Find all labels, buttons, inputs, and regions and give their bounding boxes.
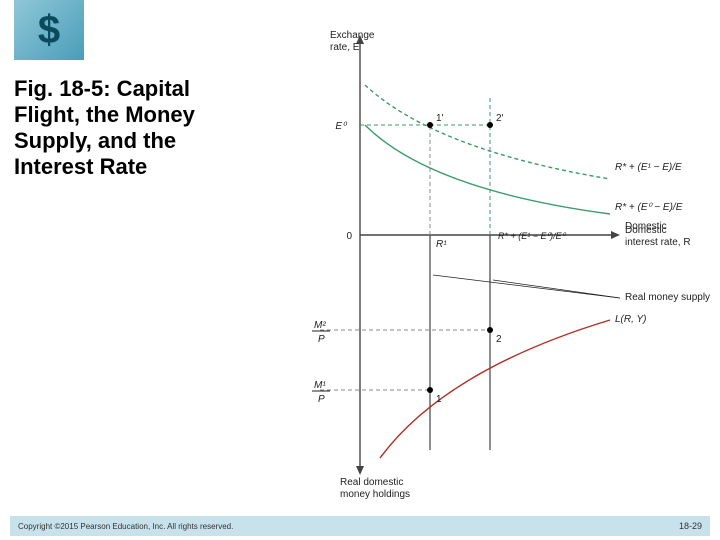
- figure-title: Fig. 18-5: Capital Flight, the Money Sup…: [14, 76, 244, 180]
- svg-text:R¹: R¹: [436, 239, 447, 250]
- svg-text:E⁰: E⁰: [335, 121, 348, 132]
- svg-text:P: P: [318, 334, 325, 345]
- svg-text:R* + (E⁰ − E)/E: R* + (E⁰ − E)/E: [615, 202, 683, 213]
- svg-text:1': 1': [436, 113, 444, 124]
- chart-svg: Exchangerate, EDomesticDomesticinterest …: [270, 20, 710, 500]
- svg-text:R* + (E¹ − E)/E: R* + (E¹ − E)/E: [615, 162, 682, 173]
- svg-text:money holdings: money holdings: [340, 489, 410, 500]
- svg-text:2': 2': [496, 113, 504, 124]
- svg-text:Exchange: Exchange: [330, 30, 375, 41]
- svg-text:Real domestic: Real domestic: [340, 477, 403, 488]
- svg-text:P: P: [318, 394, 325, 405]
- figure-title-text: Fig. 18-5: Capital Flight, the Money Sup…: [14, 76, 195, 179]
- svg-text:M²: M²: [314, 320, 326, 331]
- svg-text:rate, E: rate, E: [330, 42, 360, 53]
- svg-text:1: 1: [436, 394, 442, 405]
- svg-text:L(R, Y): L(R, Y): [615, 314, 647, 325]
- brand-logo: $: [14, 0, 84, 60]
- svg-text:0: 0: [346, 231, 352, 242]
- copyright-text: Copyright ©2015 Pearson Education, Inc. …: [18, 522, 233, 531]
- dollar-glyph: $: [38, 8, 60, 53]
- page-number: 18-29: [679, 521, 702, 531]
- svg-text:Domestic: Domestic: [625, 225, 667, 236]
- svg-text:R* + (E¹ − E⁰)/E⁰: R* + (E¹ − E⁰)/E⁰: [498, 231, 567, 241]
- svg-text:2: 2: [496, 334, 502, 345]
- footer-bar: Copyright ©2015 Pearson Education, Inc. …: [10, 516, 710, 536]
- svg-text:M¹: M¹: [314, 380, 326, 391]
- chart-area: Exchangerate, EDomesticDomesticinterest …: [270, 20, 710, 500]
- svg-text:Real money supply: Real money supply: [625, 292, 710, 303]
- svg-text:interest rate, R: interest rate, R: [625, 237, 691, 248]
